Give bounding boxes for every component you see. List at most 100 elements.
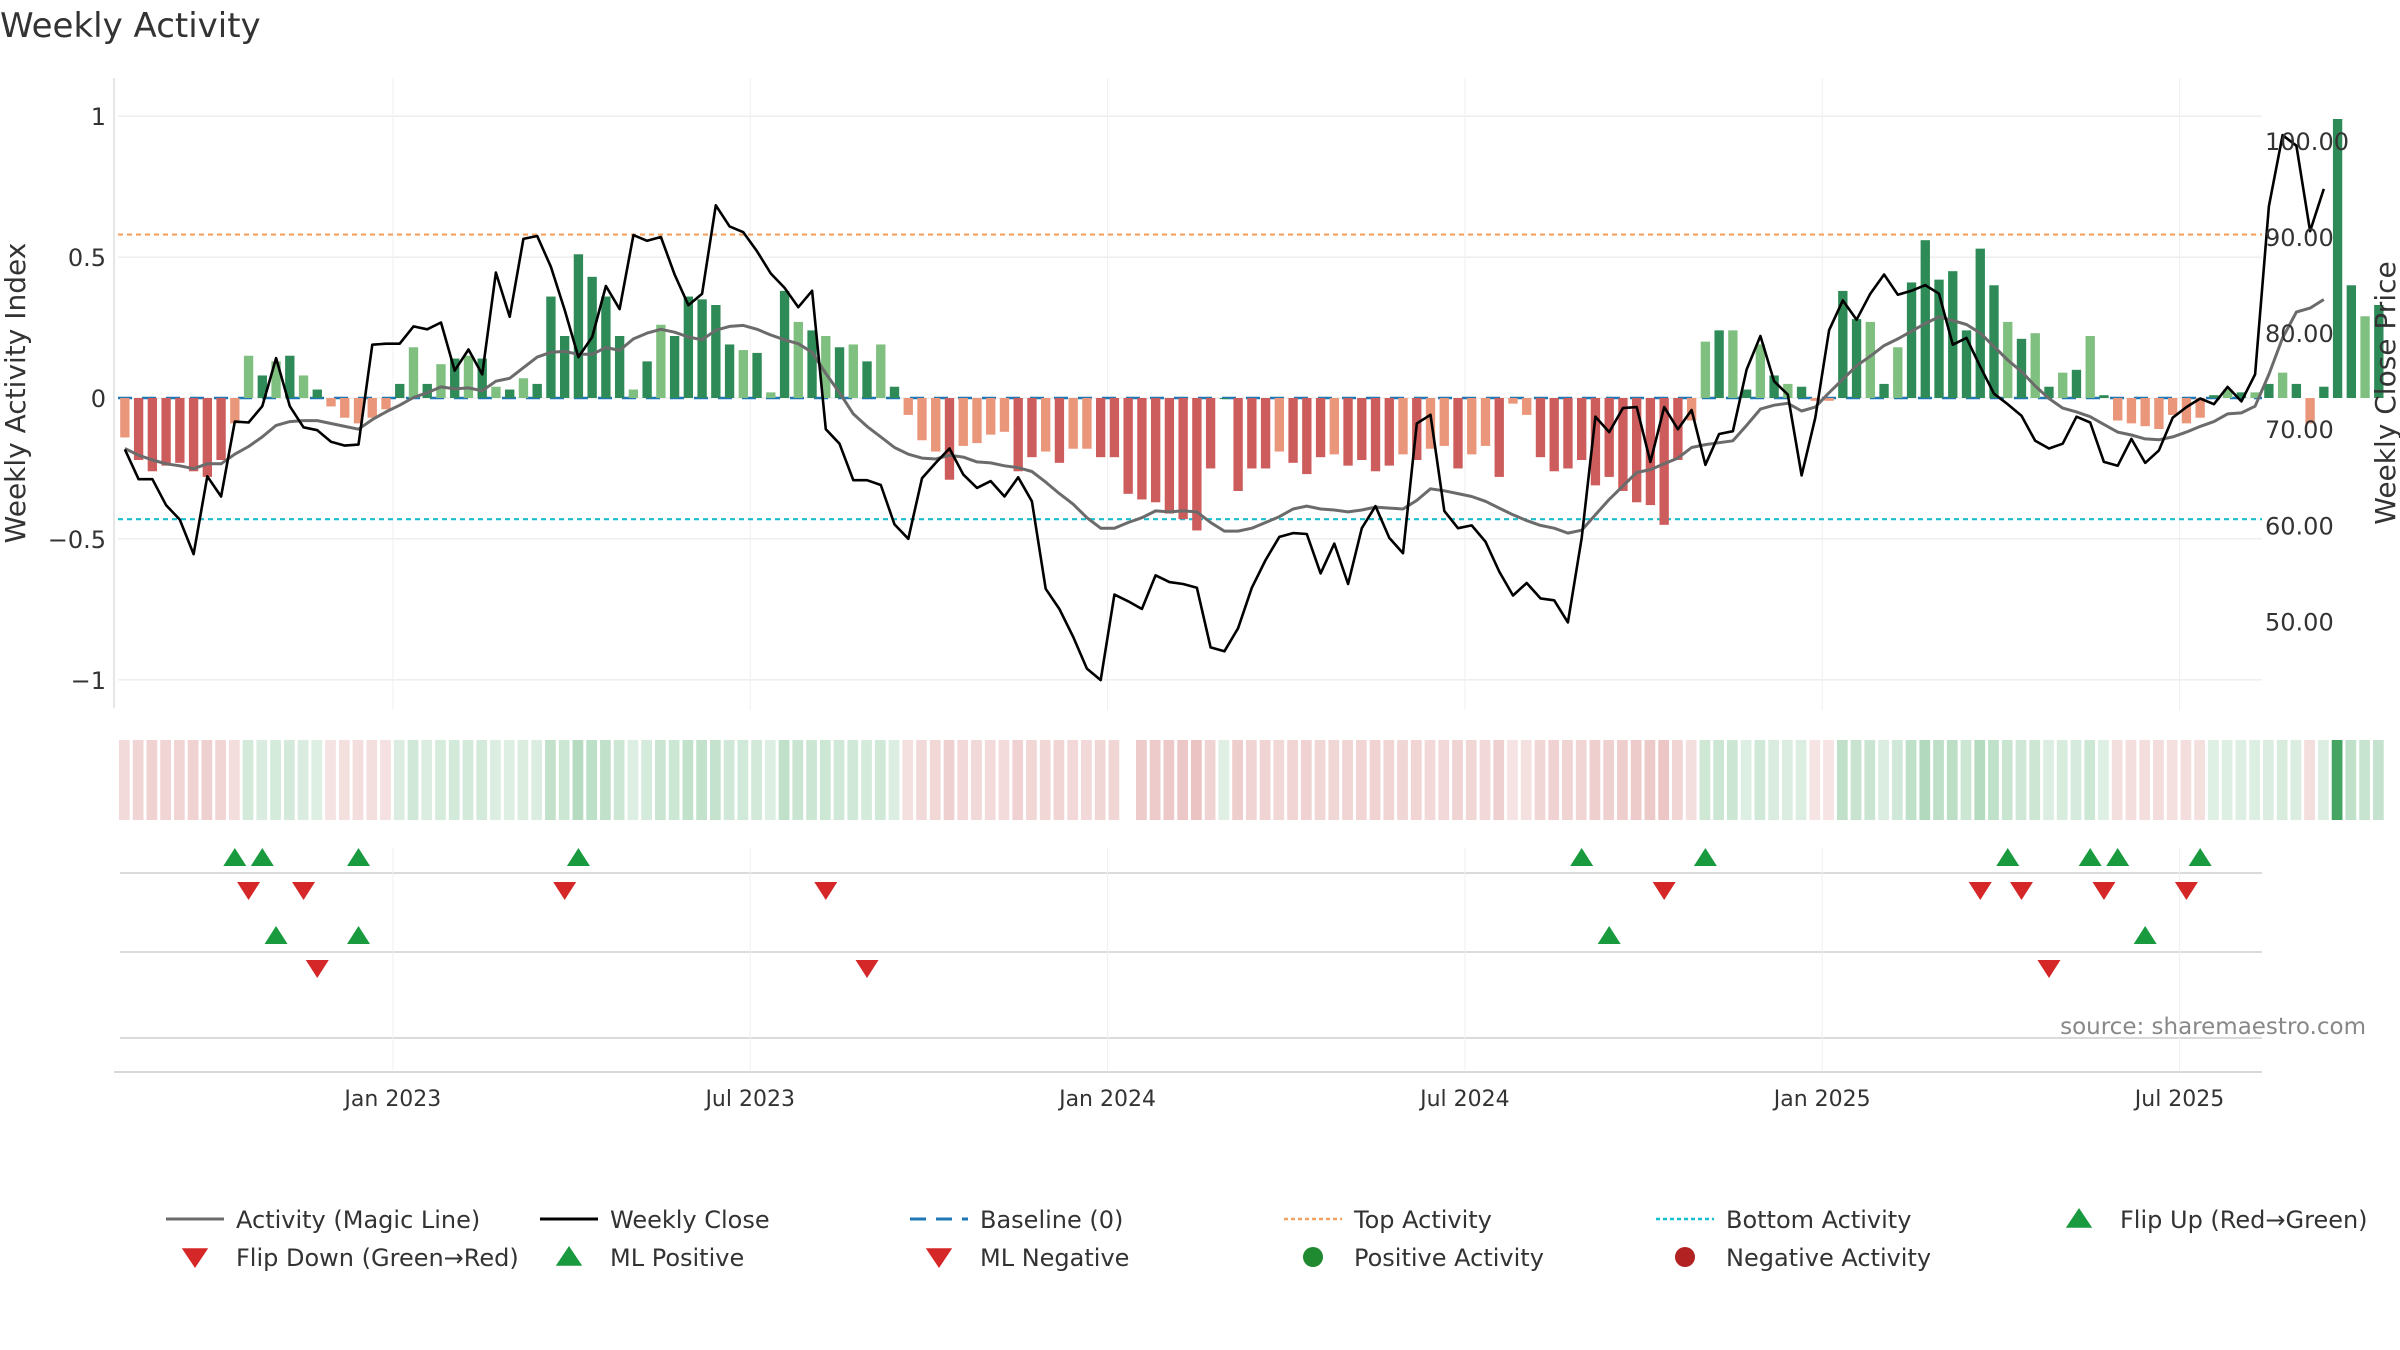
activity-bar	[1865, 321, 1875, 398]
activity-bar	[2113, 398, 2123, 421]
activity-bar	[1329, 398, 1339, 455]
heat-cell	[1727, 740, 1738, 820]
legend-item-positive-activity: Positive Activity	[1303, 1244, 1544, 1272]
activity-bar	[1205, 398, 1216, 469]
left-tick-label: 1	[91, 103, 106, 131]
heat-cell	[2153, 740, 2164, 820]
activity-bar	[1879, 383, 1889, 398]
heat-cell	[737, 740, 749, 820]
heat-cell	[2290, 740, 2302, 820]
heat-cell	[1768, 740, 1779, 820]
activity-bar	[628, 389, 639, 398]
activity-bar	[436, 364, 446, 398]
legend-label: ML Negative	[980, 1244, 1129, 1272]
activity-bar	[2332, 119, 2343, 398]
activity-bar	[1948, 271, 1958, 398]
reference-lines	[118, 233, 2262, 521]
heat-cell	[490, 740, 501, 820]
heat-cell	[2029, 740, 2041, 820]
heat-cell	[2276, 740, 2288, 820]
heat-cell	[1410, 740, 1422, 820]
legend-label: Flip Up (Red→Green)	[2120, 1206, 2368, 1234]
heat-cell	[888, 740, 900, 820]
heat-cell	[655, 740, 666, 820]
heat-cell	[1905, 740, 1917, 820]
right-axis: 100.00 90.00 80.00 70.00 60.00 50.00	[2265, 128, 2349, 637]
x-tick-label: Jul 2024	[1418, 1087, 1510, 1112]
heat-cell	[1026, 740, 1037, 820]
grid	[113, 78, 2262, 710]
heat-cell	[2359, 740, 2370, 820]
heat-cell	[833, 740, 845, 820]
legend: Activity (Magic Line) Weekly Close Baselin…	[166, 1206, 2368, 1272]
right-tick-label: 90.00	[2265, 224, 2334, 252]
activity-bar	[505, 389, 515, 398]
flip-up-marker	[2188, 848, 2212, 866]
activity-bar	[1659, 398, 1669, 525]
x-axis: Jan 2023 Jul 2023 Jan 2024 Jul 2024 Jan 2025…	[114, 1071, 2262, 1112]
heat-cell	[421, 740, 433, 820]
heat-cell	[1809, 740, 1821, 820]
activity-bar	[779, 290, 790, 398]
flip-down-marker	[1652, 882, 1676, 900]
heat-cell	[1520, 740, 1532, 820]
heat-cell	[1850, 740, 1862, 820]
activity-bar	[1054, 398, 1065, 463]
heat-cell	[1754, 740, 1766, 820]
heat-cell	[1919, 740, 1931, 820]
activity-bar	[1631, 398, 1642, 503]
activity-bar	[931, 398, 941, 452]
heat-cell	[1933, 740, 1944, 820]
activity-bar	[1796, 386, 1807, 398]
heat-cell	[1342, 740, 1353, 820]
heat-cell	[2372, 740, 2384, 820]
activity-bar	[1851, 319, 1862, 398]
heat-cell	[1960, 740, 1972, 820]
flip-down-marker	[237, 882, 261, 900]
heat-cell	[1369, 740, 1381, 820]
y-axis-label-right: Weekly Close Price	[2369, 261, 2400, 524]
heat-cell	[2180, 740, 2192, 820]
heat-cell	[1589, 740, 1601, 820]
flip-up-marker	[1996, 848, 2020, 866]
flip-up-marker	[250, 848, 274, 866]
heat-cell	[1163, 740, 1175, 820]
flip-down-marker	[2037, 960, 2061, 978]
heat-cell	[943, 740, 955, 820]
activity-bar	[614, 336, 625, 398]
activity-bars	[120, 119, 2384, 531]
legend-label: Weekly Close	[610, 1206, 770, 1234]
legend-label: Flip Down (Green→Red)	[236, 1244, 519, 1272]
activity-bar	[1604, 398, 1614, 477]
activity-bar	[1755, 344, 1766, 398]
heat-cell	[957, 740, 969, 820]
heat-cell	[1878, 740, 1889, 820]
heat-cell	[819, 740, 831, 820]
activity-bar	[1013, 398, 1023, 472]
activity-bar	[161, 398, 171, 466]
heat-cell	[270, 740, 281, 820]
heat-cell	[1452, 740, 1463, 820]
activity-bar	[1480, 398, 1491, 446]
activity-bar	[1728, 330, 1738, 398]
heat-cell	[2194, 740, 2206, 820]
source-label: source: sharemaestro.com	[2060, 1014, 2366, 1040]
activity-bar	[917, 398, 927, 441]
activity-bar	[807, 330, 817, 398]
activity-bar	[367, 398, 377, 418]
activity-bar	[1783, 383, 1793, 398]
activity-bar	[862, 361, 872, 398]
activity-bar	[1577, 398, 1587, 460]
heat-cell	[778, 740, 790, 820]
heat-cell	[2331, 740, 2343, 820]
heat-cell	[600, 740, 611, 820]
heat-cell	[119, 740, 130, 820]
activity-bar	[1934, 279, 1944, 398]
heat-cell	[1245, 740, 1257, 820]
activity-bar	[243, 355, 254, 398]
activity-bar	[285, 355, 295, 398]
heat-cell	[1232, 740, 1243, 820]
activity-bar	[463, 355, 474, 398]
heat-cell	[1300, 740, 1312, 820]
legend-label: Baseline (0)	[980, 1206, 1123, 1234]
